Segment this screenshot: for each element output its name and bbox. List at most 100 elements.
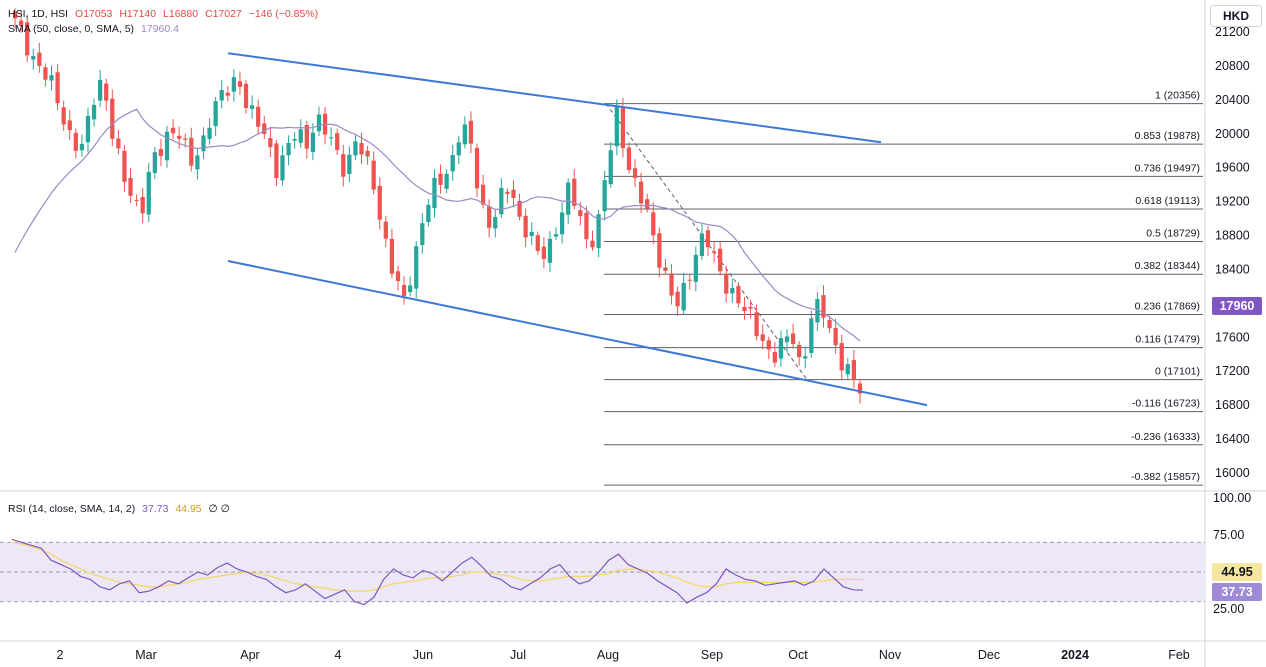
candle-body	[310, 132, 316, 152]
time-tick-label: Jun	[413, 648, 433, 662]
candle-body	[626, 147, 632, 170]
candle-body	[420, 223, 425, 246]
candle-body	[134, 199, 139, 201]
candle-body	[395, 271, 401, 282]
candle-body	[170, 127, 176, 134]
candle-body	[535, 235, 540, 251]
candle-body	[529, 231, 534, 236]
time-tick-label: Oct	[788, 648, 808, 662]
candle-body	[578, 210, 583, 217]
time-tick-label: 4	[335, 648, 342, 662]
candle-body	[596, 214, 601, 249]
candle-body	[718, 248, 723, 272]
candle-body	[559, 212, 565, 235]
candle-body	[85, 115, 91, 143]
candle-body	[140, 196, 145, 214]
time-tick-label: Jul	[510, 648, 526, 662]
candle-body	[365, 150, 370, 157]
candle-body	[833, 327, 838, 346]
candle-body	[426, 204, 431, 223]
candle-body	[438, 173, 443, 185]
candle-body	[61, 107, 66, 125]
candle-body	[669, 273, 674, 296]
rsi-legend: RSI (14, close, SMA, 14, 2) 37.73 44.95 …	[8, 503, 234, 515]
fib-level-label: -0.236 (16333)	[1131, 431, 1200, 443]
rsi-tick-label: 100.00	[1213, 491, 1251, 505]
rsi-tick-label: 25.00	[1213, 602, 1244, 616]
candle-body	[541, 246, 547, 259]
candle-body	[456, 142, 461, 156]
candle-body	[493, 216, 498, 229]
candle-body	[517, 200, 522, 217]
time-tick-label: 2024	[1061, 648, 1089, 662]
legend-close: C17027	[205, 8, 242, 20]
candle-body	[371, 160, 376, 190]
candle-body	[91, 104, 97, 120]
channel-lower-line	[227, 260, 928, 407]
candle-body	[43, 67, 48, 80]
time-tick-label: Feb	[1168, 648, 1190, 662]
candle-body	[675, 291, 680, 307]
candle-body	[12, 11, 18, 19]
candle-body	[304, 125, 309, 149]
candle-body	[632, 168, 638, 179]
candle-body	[183, 138, 188, 140]
price-tick-label: 17200	[1215, 364, 1250, 378]
candle-body	[98, 79, 103, 101]
fib-level-label: 0.618 (19113)	[1135, 195, 1200, 207]
candle-body	[681, 282, 686, 311]
fib-level-label: 0.236 (17869)	[1135, 300, 1200, 312]
candle-body	[316, 114, 322, 132]
candle-body	[292, 138, 297, 141]
candle-body	[815, 298, 820, 323]
time-tick-label: Sep	[701, 648, 723, 662]
channel-upper-line	[227, 52, 882, 144]
candle-body	[122, 150, 127, 182]
candle-body	[225, 92, 230, 96]
price-tick-label: 19200	[1215, 195, 1250, 209]
candle-body	[553, 234, 559, 237]
fib-level-label: 0 (17101)	[1155, 366, 1200, 378]
candle-body	[249, 105, 255, 109]
candle-body	[335, 133, 340, 151]
candle-body	[256, 106, 261, 127]
candle-body	[243, 83, 249, 109]
candle-body	[73, 132, 78, 151]
fib-level-label: 0.853 (19878)	[1135, 130, 1200, 142]
candle-body	[55, 72, 60, 104]
candle-body	[353, 141, 358, 156]
candle-body	[857, 383, 863, 394]
candle-body	[432, 177, 437, 209]
candle-body	[645, 199, 650, 209]
candle-body	[462, 124, 467, 145]
sma-legend-label: SMA (50, close, 0, SMA, 5)	[8, 23, 135, 35]
candle-body	[67, 120, 72, 131]
candle-body	[231, 77, 236, 92]
candle-body	[128, 177, 133, 196]
candle-body	[189, 137, 194, 166]
candle-body	[572, 178, 577, 206]
candle-body	[328, 137, 334, 139]
price-tick-label: 20400	[1215, 93, 1250, 107]
candle-body	[839, 343, 844, 371]
sma-legend-value: 17960.4	[140, 23, 179, 35]
price-tick-label: 19600	[1215, 161, 1250, 175]
candle-body	[444, 173, 449, 189]
candle-body	[164, 131, 170, 161]
rsi-legend-extra: ∅ ∅	[208, 503, 230, 515]
candle-body	[401, 284, 407, 297]
candle-body	[286, 142, 291, 156]
candle-body	[37, 52, 42, 66]
price-tick-label: 18800	[1215, 229, 1250, 243]
time-tick-label: Dec	[978, 648, 1000, 662]
price-tick-label: 20000	[1215, 127, 1250, 141]
candle-body	[79, 143, 85, 151]
candle-body	[821, 295, 826, 318]
price-tick-label: 21200	[1215, 25, 1250, 39]
candle-body	[280, 155, 285, 181]
fib-level-label: -0.382 (15857)	[1131, 471, 1200, 483]
rsi-value-tag: 37.73	[1212, 583, 1262, 601]
candle-body	[104, 83, 109, 101]
candle-body	[614, 105, 619, 147]
